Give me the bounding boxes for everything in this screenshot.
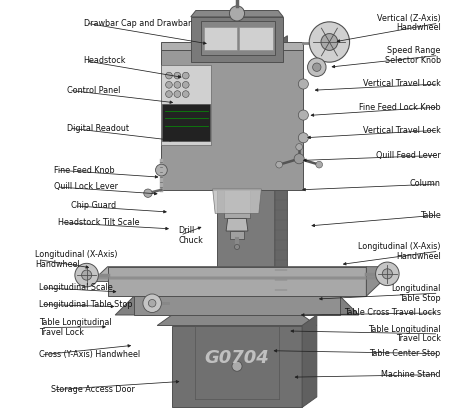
Circle shape [148, 299, 156, 307]
Text: Fine Feed Knob: Fine Feed Knob [55, 165, 115, 175]
Polygon shape [134, 296, 340, 315]
Circle shape [155, 164, 167, 176]
Text: Table Longitudinal
Travel Lock: Table Longitudinal Travel Lock [368, 325, 441, 343]
Polygon shape [161, 50, 303, 190]
Polygon shape [162, 104, 210, 141]
Text: Column: Column [410, 179, 441, 189]
Text: Chip Guard: Chip Guard [71, 201, 116, 210]
Polygon shape [226, 218, 248, 231]
Circle shape [312, 63, 321, 71]
Circle shape [298, 79, 309, 89]
Text: Vertical (Z-Axis)
Handwheel: Vertical (Z-Axis) Handwheel [377, 14, 441, 32]
Circle shape [182, 81, 189, 88]
Circle shape [308, 58, 326, 76]
Polygon shape [191, 10, 283, 17]
Text: Longitudinal
Table Stop: Longitudinal Table Stop [392, 284, 441, 302]
Polygon shape [191, 17, 283, 62]
Text: Quill Lock Lever: Quill Lock Lever [55, 182, 118, 192]
Text: Longitudinal Table Stop: Longitudinal Table Stop [39, 300, 132, 309]
Polygon shape [275, 36, 287, 296]
Text: Table Cross Travel Locks: Table Cross Travel Locks [344, 308, 441, 318]
Polygon shape [204, 27, 237, 50]
Text: Headstock Tilt Scale: Headstock Tilt Scale [58, 218, 140, 227]
Circle shape [174, 72, 181, 79]
Text: Longitudinal Scale: Longitudinal Scale [39, 283, 112, 292]
Polygon shape [157, 315, 317, 326]
Text: Longitudinal (X-Axis)
Handwheel: Longitudinal (X-Axis) Handwheel [358, 242, 441, 260]
Circle shape [276, 161, 283, 168]
Circle shape [298, 110, 309, 120]
Text: Fine Feed Lock Knob: Fine Feed Lock Knob [359, 102, 441, 112]
Polygon shape [224, 190, 250, 218]
Circle shape [144, 189, 152, 197]
Circle shape [309, 22, 349, 62]
Polygon shape [92, 267, 382, 281]
Circle shape [75, 263, 99, 287]
Polygon shape [115, 296, 359, 315]
Circle shape [165, 72, 173, 79]
Text: Quill Feed Lever: Quill Feed Lever [376, 151, 441, 160]
Text: Table Center Stop: Table Center Stop [369, 349, 441, 358]
Polygon shape [213, 189, 261, 213]
Circle shape [294, 154, 304, 164]
Polygon shape [366, 267, 382, 296]
Polygon shape [108, 267, 366, 296]
Circle shape [321, 34, 338, 50]
Circle shape [174, 81, 181, 88]
Polygon shape [161, 42, 303, 50]
Text: Table Longitudinal
Travel Lock: Table Longitudinal Travel Lock [39, 318, 111, 337]
Text: Storage Access Door: Storage Access Door [51, 385, 135, 394]
Text: Drill
Chuck: Drill Chuck [178, 226, 203, 244]
Text: Vertical Travel Lock: Vertical Travel Lock [363, 79, 441, 89]
Circle shape [235, 244, 239, 249]
Circle shape [165, 91, 173, 97]
Polygon shape [162, 65, 211, 145]
Circle shape [229, 6, 245, 21]
Text: Longitudinal (X-Axis)
Handwheel: Longitudinal (X-Axis) Handwheel [36, 250, 118, 269]
Text: Control Panel: Control Panel [67, 86, 120, 95]
Text: Headstock: Headstock [84, 56, 126, 66]
Polygon shape [302, 315, 317, 407]
Polygon shape [230, 231, 244, 239]
Circle shape [182, 91, 189, 97]
Text: Drawbar Cap and Drawbar: Drawbar Cap and Drawbar [84, 18, 191, 28]
Text: Cross (Y-Axis) Handwheel: Cross (Y-Axis) Handwheel [39, 350, 140, 360]
Circle shape [375, 262, 399, 286]
Circle shape [182, 72, 189, 79]
Circle shape [165, 81, 173, 88]
Circle shape [82, 270, 91, 280]
Circle shape [296, 144, 302, 150]
Text: Table: Table [420, 210, 441, 220]
Polygon shape [239, 27, 273, 50]
Text: G0704: G0704 [205, 349, 269, 367]
Circle shape [316, 161, 322, 168]
Polygon shape [217, 44, 275, 296]
Circle shape [232, 361, 242, 371]
Circle shape [174, 91, 181, 97]
Text: Machine Stand: Machine Stand [381, 370, 441, 379]
Circle shape [298, 133, 309, 143]
Circle shape [383, 269, 392, 279]
Text: Digital Readout: Digital Readout [67, 123, 129, 133]
Polygon shape [201, 21, 275, 55]
Text: Speed Range
Selector Knob: Speed Range Selector Knob [384, 46, 441, 65]
Text: Vertical Travel Lock: Vertical Travel Lock [363, 126, 441, 135]
Polygon shape [172, 326, 302, 407]
Circle shape [143, 294, 162, 312]
